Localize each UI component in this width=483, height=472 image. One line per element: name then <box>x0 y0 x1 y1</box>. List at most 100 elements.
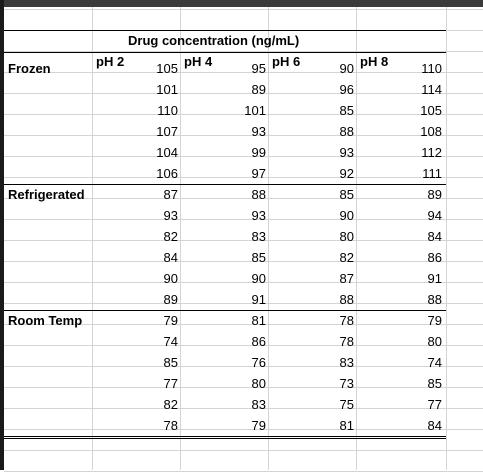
gridline-horizontal <box>4 177 483 178</box>
data-cell[interactable]: 84 <box>427 229 442 244</box>
data-cell[interactable]: 82 <box>339 250 354 265</box>
data-cell[interactable]: 110 <box>157 103 178 118</box>
gridline-horizontal <box>4 282 483 283</box>
data-cell[interactable]: 89 <box>251 82 266 97</box>
data-cell[interactable]: 112 <box>421 145 442 160</box>
data-cell[interactable]: 85 <box>339 103 354 118</box>
ph-header-1[interactable]: pH 2 <box>96 54 125 69</box>
gridline-horizontal <box>4 366 483 367</box>
data-cell[interactable]: 85 <box>251 250 266 265</box>
data-cell[interactable]: 79 <box>251 418 266 433</box>
data-cell[interactable]: 90 <box>163 271 178 286</box>
data-cell[interactable]: 74 <box>427 355 442 370</box>
data-cell[interactable]: 85 <box>339 187 354 202</box>
data-cell[interactable]: 89 <box>427 187 442 202</box>
data-cell[interactable]: 90 <box>339 61 354 76</box>
data-cell[interactable]: 78 <box>339 313 354 328</box>
data-cell[interactable]: 108 <box>420 124 442 139</box>
data-cell[interactable]: 83 <box>251 229 266 244</box>
data-cell[interactable]: 88 <box>427 292 442 307</box>
data-cell[interactable]: 105 <box>156 61 178 76</box>
data-cell[interactable]: 80 <box>339 229 354 244</box>
data-cell[interactable]: 106 <box>156 166 178 181</box>
data-cell[interactable]: 99 <box>251 145 266 160</box>
data-cell[interactable]: 105 <box>420 103 442 118</box>
data-cell[interactable]: 114 <box>421 82 442 97</box>
table-title[interactable]: Drug concentration (ng/mL) <box>128 33 300 48</box>
data-cell[interactable]: 97 <box>251 166 266 181</box>
data-cell[interactable]: 87 <box>163 187 178 202</box>
data-cell[interactable]: 88 <box>251 187 266 202</box>
data-cell[interactable]: 81 <box>251 313 266 328</box>
table-bottom-border <box>4 436 446 439</box>
gridline-vertical <box>180 7 181 470</box>
data-cell[interactable]: 77 <box>427 397 442 412</box>
data-cell[interactable]: 84 <box>427 418 442 433</box>
group-label[interactable]: Room Temp <box>8 313 83 328</box>
ph-header-4[interactable]: pH 8 <box>360 54 389 69</box>
data-cell[interactable]: 80 <box>427 334 442 349</box>
data-cell[interactable]: 91 <box>427 271 442 286</box>
data-cell[interactable]: 89 <box>163 292 178 307</box>
data-cell[interactable]: 91 <box>251 292 266 307</box>
data-cell[interactable]: 111 <box>422 166 442 181</box>
gridline-horizontal <box>4 72 483 73</box>
data-cell[interactable]: 85 <box>427 376 442 391</box>
data-cell[interactable]: 79 <box>163 313 178 328</box>
data-cell[interactable]: 87 <box>339 271 354 286</box>
data-cell[interactable]: 95 <box>251 61 266 76</box>
data-cell[interactable]: 94 <box>427 208 442 223</box>
gridline-horizontal <box>4 114 483 115</box>
gridline-horizontal <box>4 387 483 388</box>
data-cell[interactable]: 110 <box>421 61 442 76</box>
gridline-horizontal <box>4 408 483 409</box>
data-cell[interactable]: 92 <box>339 166 354 181</box>
data-cell[interactable]: 85 <box>163 355 178 370</box>
data-cell[interactable]: 90 <box>251 271 266 286</box>
header-bottom-border <box>4 52 446 53</box>
data-cell[interactable]: 74 <box>163 334 178 349</box>
data-cell[interactable]: 84 <box>163 250 178 265</box>
data-cell[interactable]: 82 <box>163 397 178 412</box>
column-header-strip[interactable] <box>0 0 483 7</box>
data-cell[interactable]: 83 <box>339 355 354 370</box>
group-label[interactable]: Refrigerated <box>8 187 85 202</box>
data-cell[interactable]: 88 <box>339 124 354 139</box>
gridline-horizontal <box>4 198 483 199</box>
data-cell[interactable]: 90 <box>339 208 354 223</box>
data-cell[interactable]: 93 <box>251 124 266 139</box>
gridline-horizontal <box>4 135 483 136</box>
data-cell[interactable]: 73 <box>339 376 354 391</box>
group-label[interactable]: Frozen <box>8 61 51 76</box>
data-cell[interactable]: 81 <box>339 418 354 433</box>
data-cell[interactable]: 75 <box>339 397 354 412</box>
data-cell[interactable]: 77 <box>163 376 178 391</box>
data-cell[interactable]: 86 <box>427 250 442 265</box>
data-cell[interactable]: 86 <box>251 334 266 349</box>
data-cell[interactable]: 104 <box>156 145 178 160</box>
gridline-horizontal <box>4 156 483 157</box>
gridline-horizontal <box>4 450 483 451</box>
data-cell[interactable]: 88 <box>339 292 354 307</box>
data-cell[interactable]: 82 <box>163 229 178 244</box>
ph-header-2[interactable]: pH 4 <box>184 54 213 69</box>
data-cell[interactable]: 78 <box>163 418 178 433</box>
gridline-horizontal <box>4 303 483 304</box>
data-cell[interactable]: 76 <box>251 355 266 370</box>
data-cell[interactable]: 78 <box>339 334 354 349</box>
data-cell[interactable]: 83 <box>251 397 266 412</box>
gridline-vertical <box>446 7 447 470</box>
data-cell[interactable]: 93 <box>339 145 354 160</box>
data-cell[interactable]: 96 <box>339 82 354 97</box>
data-cell[interactable]: 101 <box>156 82 178 97</box>
data-cell[interactable]: 80 <box>251 376 266 391</box>
data-cell[interactable]: 79 <box>427 313 442 328</box>
data-cell[interactable]: 93 <box>251 208 266 223</box>
data-cell[interactable]: 107 <box>156 124 178 139</box>
ph-header-3[interactable]: pH 6 <box>272 54 301 69</box>
data-cell[interactable]: 93 <box>163 208 178 223</box>
gridline-horizontal <box>4 261 483 262</box>
gridline-vertical <box>268 7 269 470</box>
data-cell[interactable]: 101 <box>244 103 266 118</box>
